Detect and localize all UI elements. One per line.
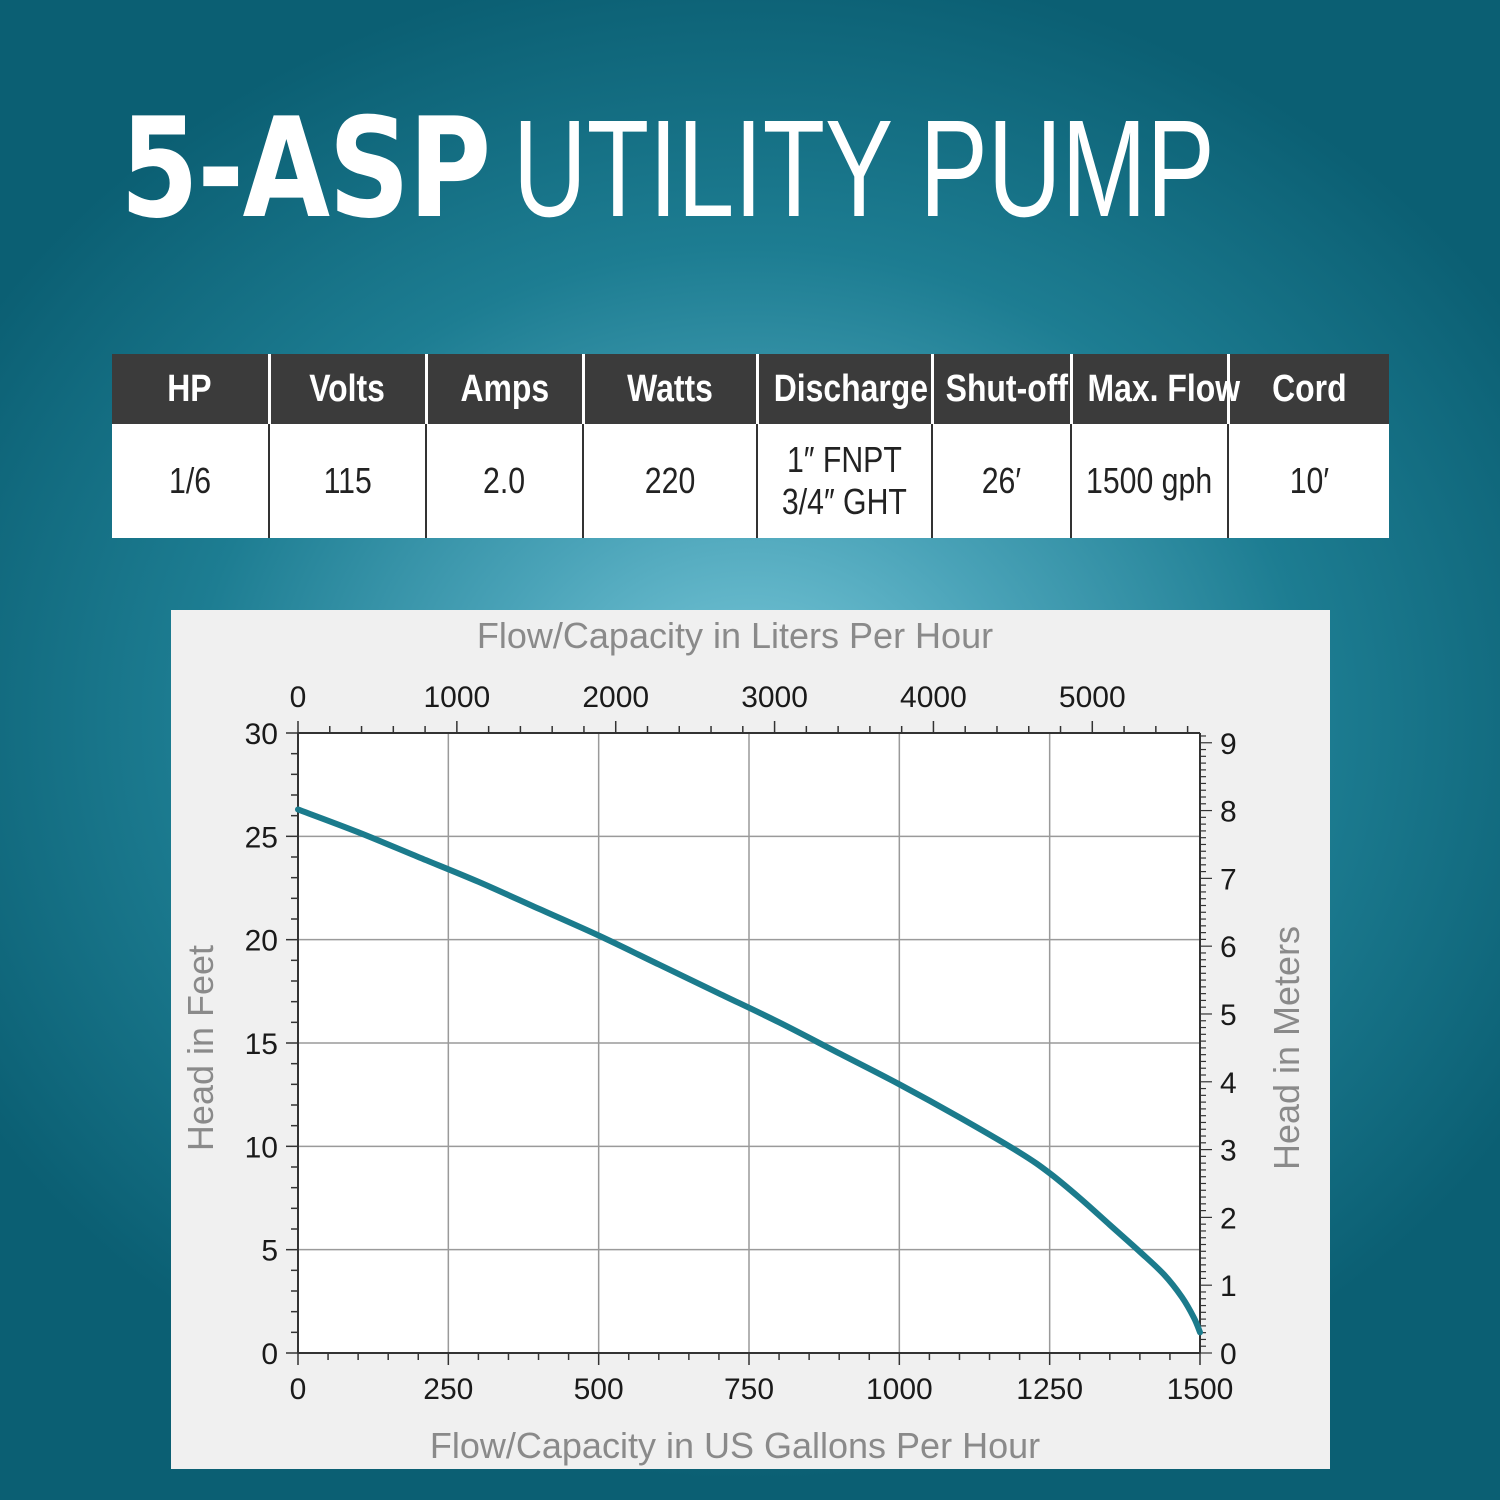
tick-label-y: 10 [245,1131,278,1164]
spec-table: HP Volts Amps Watts Discharge Shut-off M… [112,354,1389,538]
tick-label-y: 25 [245,821,278,854]
spec-header-row: HP Volts Amps Watts Discharge Shut-off M… [112,354,1389,424]
tick-label-x: 250 [423,1373,473,1406]
tick-label-y: 20 [245,925,278,958]
tick-label-x: 1500 [1167,1373,1234,1406]
product-type: UTILITY PUMP [513,92,1215,246]
spec-header-amps: Amps [424,354,583,424]
spec-value-hp: 1/6 [112,424,269,538]
spec-header-cord: Cord [1226,354,1389,424]
spec-value-amps: 2.0 [425,424,583,538]
spec-value-volts: 115 [268,424,426,538]
tick-label-y2: 0 [1220,1338,1237,1371]
tick-label-y2: 9 [1220,728,1237,761]
tick-label-y2: 6 [1220,931,1237,964]
tick-label-x2: 1000 [423,681,490,714]
tick-label-y2: 7 [1220,863,1237,896]
tick-label-x: 1000 [866,1373,933,1406]
spec-header-discharge: Discharge [755,354,932,424]
tick-label-x2: 2000 [582,681,649,714]
spec-value-max-flow: 1500 gph [1070,424,1228,538]
tick-label-y: 0 [261,1338,278,1371]
spec-value-discharge: 1″ FNPT 3/4″ GHT [756,424,932,538]
spec-header-watts: Watts [581,354,757,424]
spec-header-hp: HP [112,354,269,424]
spec-value-cord: 10′ [1227,424,1389,538]
tick-label-y2: 2 [1220,1202,1237,1235]
tick-label-x2: 4000 [900,681,967,714]
spec-header-max-flow: Max. Flow [1069,354,1240,424]
tick-label-x2: 3000 [741,681,808,714]
tick-label-y: 30 [245,718,278,751]
page-title: 5-ASP UTILITY PUMP [0,88,1500,249]
tick-label-x2: 5000 [1059,681,1126,714]
left-axis-title: Head in Feet [180,945,221,1151]
tick-label-x2: 0 [290,681,307,714]
tick-label-y2: 3 [1220,1135,1237,1168]
spec-value-shutoff: 26′ [931,424,1071,538]
tick-label-x: 1250 [1016,1373,1083,1406]
bottom-axis-title: Flow/Capacity in US Gallons Per Hour [430,1425,1040,1466]
pump-curve-line [295,806,1203,1336]
tick-label-y2: 1 [1220,1270,1237,1303]
tick-label-y: 15 [245,1028,278,1061]
right-axis-title: Head in Meters [1266,926,1307,1170]
top-axis-title: Flow/Capacity in Liters Per Hour [477,615,993,656]
tick-label-y2: 4 [1220,1067,1237,1100]
tick-label-x: 500 [574,1373,624,1406]
spec-header-volts: Volts [267,354,426,424]
tick-label-y2: 8 [1220,796,1237,829]
model-name: 5-ASP [119,88,491,249]
tick-label-y2: 5 [1220,999,1237,1032]
spec-value-row: 1/6 115 2.0 220 1″ FNPT 3/4″ GHT 26′ 150… [112,424,1389,538]
tick-label-x: 750 [724,1373,774,1406]
spec-value-watts: 220 [582,424,757,538]
chart-svg: Flow/Capacity in Liters Per Hour Flow/Ca… [180,615,1307,1466]
tick-label-x: 0 [290,1373,307,1406]
spec-value-discharge-line1: 1″ FNPT [787,438,902,480]
spec-value-discharge-line2: 3/4″ GHT [782,481,907,522]
spec-header-shutoff: Shut-off [930,354,1071,424]
pump-curve-chart: Flow/Capacity in Liters Per Hour Flow/Ca… [171,610,1330,1469]
tick-label-y: 5 [261,1235,278,1268]
